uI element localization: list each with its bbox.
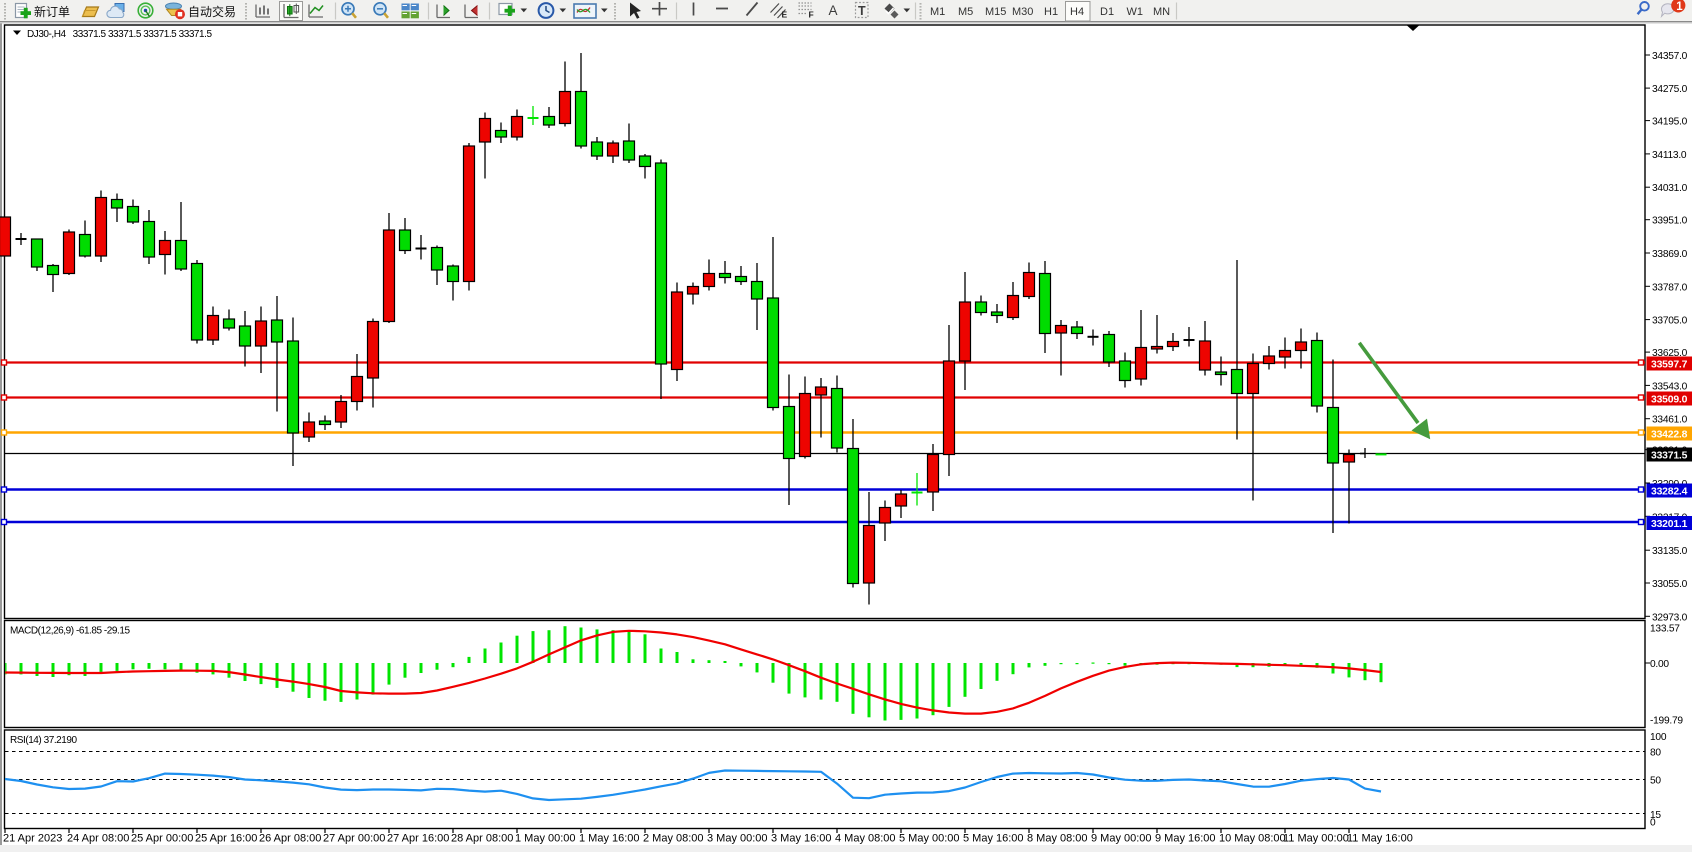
svg-text:26 Apr 08:00: 26 Apr 08:00 (259, 833, 321, 845)
svg-text:33625.0: 33625.0 (1652, 348, 1688, 359)
svg-text:33869.0: 33869.0 (1652, 249, 1688, 260)
svg-text:80: 80 (1650, 748, 1661, 759)
svg-text:25 Apr 00:00: 25 Apr 00:00 (131, 833, 193, 845)
svg-text:A: A (829, 3, 838, 18)
svg-text:50: 50 (1650, 776, 1661, 787)
svg-text:MACD(12,26,9) -61.85 -29.15: MACD(12,26,9) -61.85 -29.15 (10, 626, 130, 637)
svg-text:MN: MN (1153, 6, 1170, 18)
svg-text:11 May 00:00: 11 May 00:00 (1283, 833, 1349, 845)
svg-text:27 Apr 16:00: 27 Apr 16:00 (387, 833, 449, 845)
svg-text:34357.0: 34357.0 (1652, 51, 1688, 62)
svg-text:M5: M5 (958, 6, 973, 18)
svg-text:D1: D1 (1100, 6, 1114, 18)
svg-text:34195.0: 34195.0 (1652, 117, 1688, 128)
svg-text:E: E (782, 10, 788, 20)
svg-text:21 Apr 2023: 21 Apr 2023 (3, 833, 62, 845)
svg-text:M15: M15 (985, 6, 1006, 18)
svg-text:0.00: 0.00 (1650, 659, 1669, 670)
svg-text:133.57: 133.57 (1650, 624, 1680, 635)
svg-text:3 May 16:00: 3 May 16:00 (771, 833, 832, 845)
svg-text:W1: W1 (1127, 6, 1144, 18)
svg-text:T: T (858, 4, 866, 18)
svg-text:34275.0: 34275.0 (1652, 84, 1688, 95)
svg-text:4 May 08:00: 4 May 08:00 (835, 833, 896, 845)
svg-text:9 May 16:00: 9 May 16:00 (1155, 833, 1216, 845)
svg-text:1: 1 (1676, 1, 1683, 13)
svg-text:10 May 08:00: 10 May 08:00 (1219, 833, 1286, 845)
svg-text:33201.1: 33201.1 (1651, 519, 1688, 530)
svg-text:1 May 16:00: 1 May 16:00 (579, 833, 640, 845)
svg-text:15: 15 (1650, 810, 1661, 821)
svg-text:24 Apr 08:00: 24 Apr 08:00 (67, 833, 129, 845)
svg-text:33787.0: 33787.0 (1652, 282, 1688, 293)
svg-text:33371.5: 33371.5 (1651, 451, 1688, 462)
svg-text:新订单: 新订单 (34, 4, 70, 19)
svg-text:F: F (809, 10, 814, 20)
svg-text:33705.0: 33705.0 (1652, 316, 1688, 327)
svg-text:33509.0: 33509.0 (1651, 395, 1688, 406)
svg-text:33543.0: 33543.0 (1652, 381, 1688, 392)
svg-text:H1: H1 (1044, 6, 1058, 18)
svg-text:M30: M30 (1012, 6, 1033, 18)
svg-text:33135.0: 33135.0 (1652, 546, 1688, 557)
svg-text:自动交易: 自动交易 (188, 4, 236, 19)
svg-text:0: 0 (1650, 818, 1656, 829)
svg-text:34113.0: 34113.0 (1652, 150, 1687, 161)
svg-text:100: 100 (1650, 732, 1667, 743)
svg-text:33951.0: 33951.0 (1652, 216, 1688, 227)
svg-text:33597.7: 33597.7 (1651, 360, 1688, 371)
svg-text:33422.8: 33422.8 (1651, 430, 1688, 441)
svg-text:1 May 00:00: 1 May 00:00 (515, 833, 576, 845)
svg-text:8 May 08:00: 8 May 08:00 (1027, 833, 1088, 845)
svg-text:28 Apr 08:00: 28 Apr 08:00 (451, 833, 513, 845)
svg-text:9 May 00:00: 9 May 00:00 (1091, 833, 1152, 845)
svg-text:25 Apr 16:00: 25 Apr 16:00 (195, 833, 257, 845)
svg-text:32973.0: 32973.0 (1652, 612, 1688, 623)
svg-text:11 May 16:00: 11 May 16:00 (1347, 833, 1413, 845)
svg-text:5 May 00:00: 5 May 00:00 (899, 833, 960, 845)
svg-text:2 May 08:00: 2 May 08:00 (643, 833, 704, 845)
svg-text:RSI(14) 37.2190: RSI(14) 37.2190 (10, 735, 78, 746)
svg-text:H4: H4 (1070, 6, 1084, 18)
svg-text:34031.0: 34031.0 (1652, 183, 1688, 194)
svg-text:33055.0: 33055.0 (1652, 579, 1688, 590)
svg-text:DJ30-,H4 33371.5 33371.5 333: DJ30-,H4 33371.5 33371.5 33371.5 33371.5 (27, 29, 212, 40)
svg-text:5 May 16:00: 5 May 16:00 (963, 833, 1024, 845)
svg-text:27 Apr 00:00: 27 Apr 00:00 (323, 833, 385, 845)
svg-text:3 May 00:00: 3 May 00:00 (707, 833, 768, 845)
svg-text:33282.4: 33282.4 (1651, 487, 1688, 498)
svg-text:M1: M1 (930, 6, 945, 18)
svg-text:33461.0: 33461.0 (1652, 415, 1688, 426)
svg-text:-199.79: -199.79 (1650, 716, 1683, 727)
